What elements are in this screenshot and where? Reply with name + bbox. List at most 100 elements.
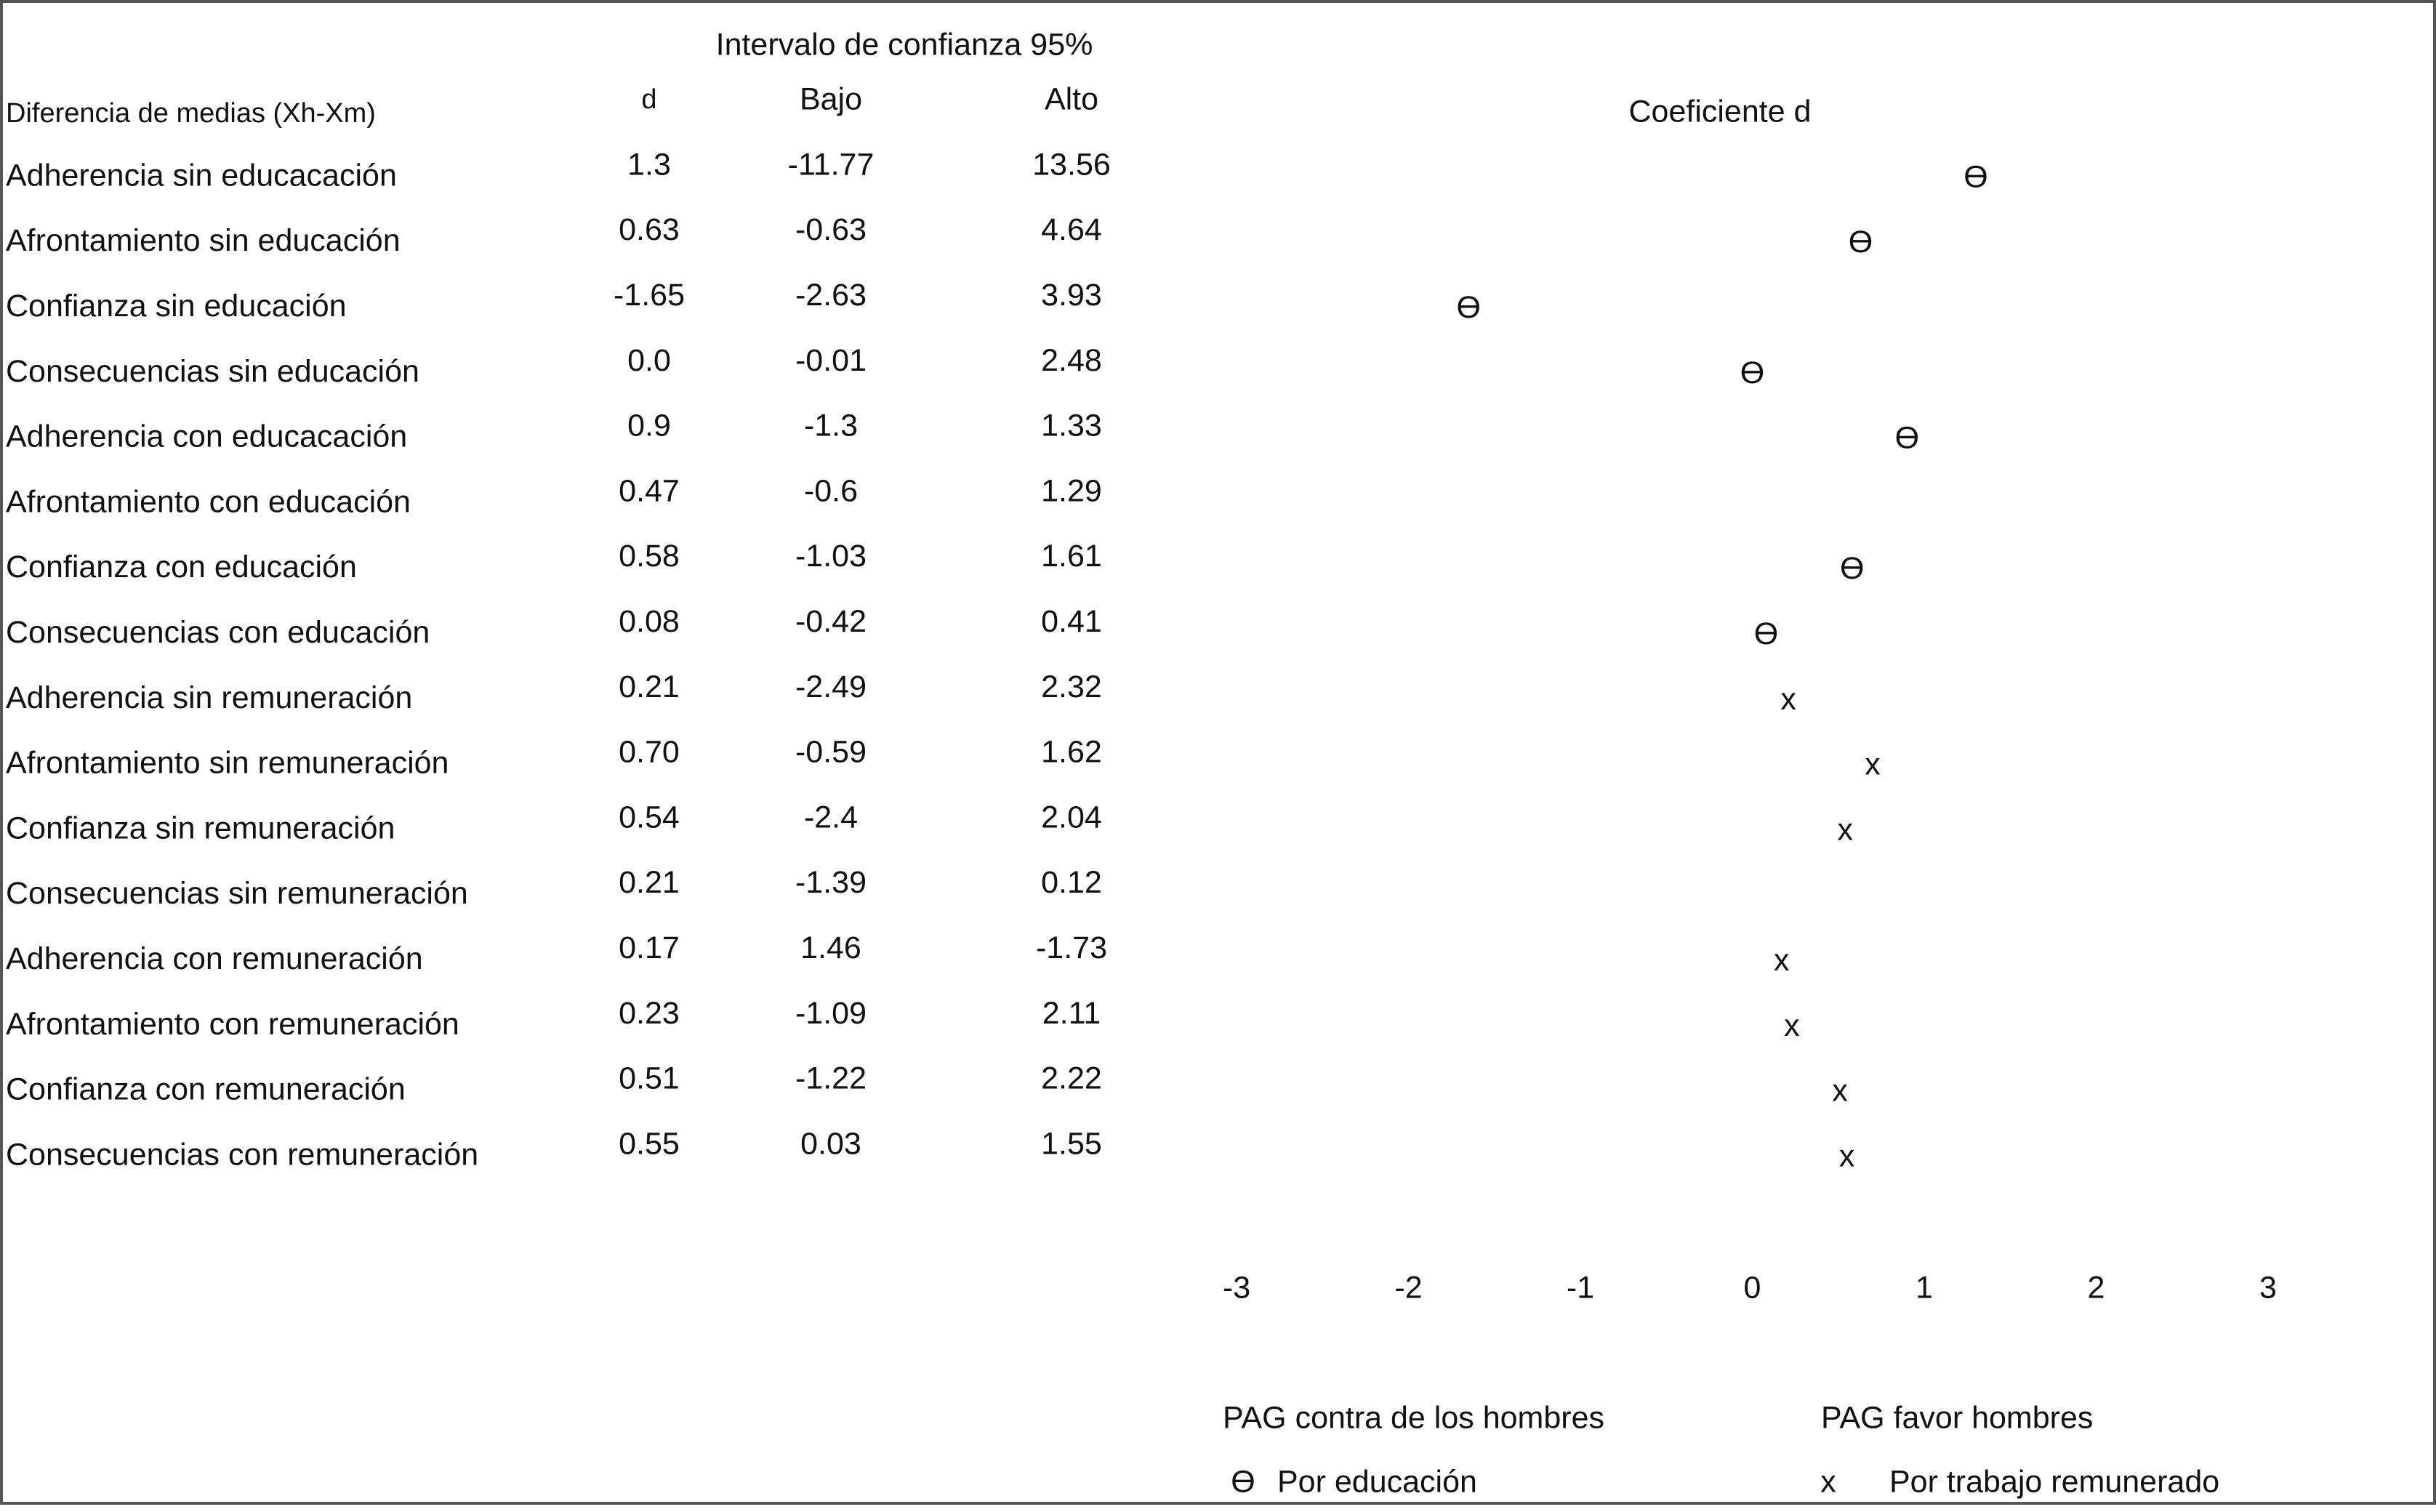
cell-value: 1.61 bbox=[1041, 539, 1102, 574]
legend-heading: PAG favor hombres bbox=[1821, 1400, 2093, 1435]
column-header: Diferencia de medias (Xh-Xm) bbox=[6, 98, 376, 129]
cell-value: -1.73 bbox=[1036, 930, 1107, 965]
cell-value: 0.41 bbox=[1041, 604, 1102, 639]
cell-value: 0.21 bbox=[619, 669, 680, 704]
cell-value: 13.56 bbox=[1032, 147, 1111, 182]
legend-symbol: ϴ bbox=[1231, 1464, 1255, 1499]
x-tick-label: -2 bbox=[1394, 1270, 1422, 1305]
cell-value: 0.51 bbox=[619, 1061, 680, 1096]
row-label: Confianza sin educación bbox=[6, 289, 347, 323]
marker: ϴ bbox=[1754, 616, 1778, 651]
row-label: Adherencia sin educacación bbox=[6, 158, 397, 193]
cell-value: 0.23 bbox=[619, 996, 680, 1031]
legend-label: Por educación bbox=[1277, 1464, 1477, 1499]
marker: x bbox=[1837, 812, 1853, 847]
marker: x bbox=[1865, 747, 1881, 782]
x-tick-label: 2 bbox=[2088, 1270, 2105, 1305]
cell-value: 2.32 bbox=[1041, 669, 1102, 704]
cell-value: 0.12 bbox=[1041, 865, 1102, 900]
marker: ϴ bbox=[1457, 290, 1481, 325]
row-label: Afrontamiento sin remuneración bbox=[6, 746, 449, 781]
x-tick-label: -3 bbox=[1223, 1270, 1250, 1305]
cell-value: -2.4 bbox=[804, 800, 858, 835]
cell-value: -1.22 bbox=[795, 1061, 867, 1096]
x-tick-label: -1 bbox=[1567, 1270, 1594, 1305]
row-label: Afrontamiento con educación bbox=[6, 484, 411, 519]
cell-value: -0.42 bbox=[795, 604, 867, 639]
cell-value: 0.55 bbox=[619, 1126, 680, 1161]
cell-value: -1.3 bbox=[804, 409, 858, 443]
cell-value: -0.63 bbox=[795, 212, 867, 247]
row-label: Confianza con educación bbox=[6, 550, 357, 584]
plot-title: Coeficiente d bbox=[1629, 94, 1812, 129]
cell-value: 1.62 bbox=[1041, 735, 1102, 770]
cell-value: -1.65 bbox=[614, 278, 685, 313]
cell-value: 1.46 bbox=[800, 930, 861, 965]
legend-symbol: x bbox=[1820, 1464, 1836, 1499]
cell-value: 0.03 bbox=[800, 1126, 861, 1161]
cell-value: 0.58 bbox=[619, 539, 680, 574]
marker: ϴ bbox=[1840, 551, 1864, 586]
cell-value: -1.39 bbox=[795, 865, 867, 900]
cell-value: 3.93 bbox=[1041, 278, 1102, 313]
row-label: Afrontamiento con remuneración bbox=[6, 1007, 459, 1042]
cell-value: 2.04 bbox=[1041, 800, 1102, 835]
cell-value: 2.48 bbox=[1041, 343, 1102, 378]
column-header: d bbox=[641, 84, 656, 115]
x-tick-label: 3 bbox=[2259, 1270, 2277, 1305]
cell-value: -0.59 bbox=[795, 735, 867, 770]
cell-value: 0.0 bbox=[627, 343, 671, 378]
cell-value: 0.08 bbox=[619, 604, 680, 639]
marker: x bbox=[1832, 1074, 1848, 1109]
marker: x bbox=[1774, 943, 1790, 978]
row-label: Consecuencias con remuneración bbox=[6, 1137, 478, 1172]
cell-value: 1.29 bbox=[1041, 473, 1102, 508]
cell-value: -2.63 bbox=[795, 278, 867, 313]
row-label: Consecuencias sin educación bbox=[6, 354, 419, 389]
marker: ϴ bbox=[1963, 159, 1987, 194]
row-label: Consecuencias con educación bbox=[6, 615, 430, 650]
cell-value: -11.77 bbox=[788, 147, 875, 182]
row-label: Afrontamiento sin educación bbox=[6, 223, 401, 258]
cell-value: 0.70 bbox=[619, 735, 680, 770]
row-label: Adherencia con remuneración bbox=[6, 941, 423, 976]
legend-heading: PAG contra de los hombres bbox=[1223, 1400, 1604, 1435]
row-label: Confianza con remuneración bbox=[6, 1072, 406, 1107]
x-tick-label: 0 bbox=[1744, 1270, 1761, 1305]
cell-value: 0.17 bbox=[619, 930, 680, 965]
x-tick-label: 1 bbox=[1916, 1270, 1933, 1305]
cell-value: -1.03 bbox=[795, 539, 867, 574]
marker: x bbox=[1780, 682, 1796, 717]
row-label: Consecuencias sin remuneración bbox=[6, 876, 468, 911]
column-header: Bajo bbox=[800, 81, 862, 116]
cell-value: 0.63 bbox=[619, 212, 680, 247]
cell-value: -2.49 bbox=[795, 669, 867, 704]
cell-value: 1.33 bbox=[1041, 409, 1102, 443]
cell-value: -0.01 bbox=[795, 343, 867, 378]
cell-value: 2.22 bbox=[1041, 1061, 1102, 1096]
marker: x bbox=[1784, 1008, 1800, 1043]
cell-value: 4.64 bbox=[1041, 212, 1102, 247]
cell-value: 0.47 bbox=[619, 473, 680, 508]
cell-value: 0.54 bbox=[619, 800, 680, 835]
row-label: Confianza sin remuneración bbox=[6, 811, 395, 845]
group-header: Intervalo de confianza 95% bbox=[716, 27, 1093, 62]
cell-value: 1.55 bbox=[1041, 1126, 1102, 1161]
cell-value: 0.9 bbox=[627, 409, 671, 443]
cell-value: 1.3 bbox=[627, 147, 671, 182]
marker: ϴ bbox=[1895, 421, 1919, 456]
cell-value: 0.21 bbox=[619, 865, 680, 900]
marker: ϴ bbox=[1740, 355, 1764, 390]
row-label: Adherencia con educacación bbox=[6, 419, 407, 454]
column-header: Alto bbox=[1045, 81, 1098, 116]
cell-value: -0.6 bbox=[804, 473, 858, 508]
legend-label: Por trabajo remunerado bbox=[1889, 1464, 2219, 1499]
cell-value: -1.09 bbox=[795, 996, 867, 1031]
row-label: Adherencia sin remuneración bbox=[6, 680, 412, 715]
marker: x bbox=[1839, 1138, 1855, 1173]
marker: ϴ bbox=[1849, 225, 1873, 260]
cell-value: 2.11 bbox=[1042, 996, 1101, 1031]
